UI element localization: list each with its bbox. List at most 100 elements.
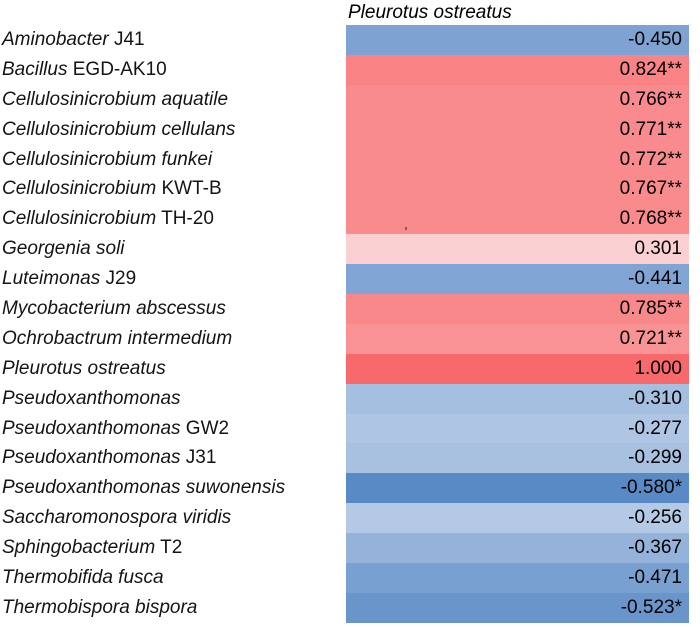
heatmap-cell: -0.523*	[346, 592, 689, 623]
column-header: Pleurotus ostreatus	[348, 2, 512, 23]
correlation-value: -0.441	[628, 268, 682, 290]
heatmap-cell: -0.299	[346, 443, 689, 474]
correlation-value: 1.000	[634, 357, 682, 379]
genus-name: Pseudoxanthomonas	[2, 417, 181, 439]
table-row: Pseudoxanthomonas -0.310	[0, 383, 700, 414]
genus-name: Cellulosinicrobium	[2, 178, 157, 200]
table-row: Pleurotus ostreatus 1.000	[0, 353, 700, 384]
correlation-heatmap: Aminobacter J41 -0.450 Bacillus EGD-AK10…	[0, 25, 700, 623]
table-row: Cellulosinicrobium funkei 0.772**	[0, 144, 700, 175]
table-row: Sphingobacterium T2 -0.367	[0, 533, 700, 564]
genus-name: Cellulosinicrobium	[2, 208, 157, 230]
genus-name: Pseudoxanthomonas	[2, 387, 181, 409]
correlation-value: 0.767**	[619, 178, 682, 200]
correlation-value: -0.256	[628, 507, 682, 529]
heatmap-cell: 0.824**	[346, 54, 689, 85]
table-row: Thermobifida fusca -0.471	[0, 563, 700, 593]
table-row: Cellulosinicrobium aquatile 0.766**	[0, 84, 700, 115]
species-label: Saccharomonospora viridis	[0, 503, 346, 533]
species-label: Georgenia soli	[0, 234, 346, 264]
correlation-value: 0.785**	[619, 297, 682, 319]
species-label: Ochrobactrum intermedium	[0, 324, 346, 354]
table-row: Ochrobactrum intermedium 0.721**	[0, 323, 700, 354]
species-label: Bacillus EGD-AK10	[0, 55, 346, 85]
species-label: Pseudoxanthomonas suwonensis	[0, 473, 346, 503]
stray-dot-artifact	[405, 227, 407, 230]
heatmap-cell: 0.772**	[346, 144, 689, 175]
heatmap-cell: 0.785**	[346, 294, 689, 324]
correlation-value: 0.768**	[619, 208, 682, 230]
table-row: Aminobacter J41 -0.450	[0, 25, 700, 55]
heatmap-cell: 0.721**	[346, 323, 689, 354]
genus-name: Cellulosinicrobium funkei	[2, 148, 213, 170]
heatmap-cell: 1.000	[346, 353, 689, 384]
table-row: Cellulosinicrobium cellulans 0.771**	[0, 114, 700, 145]
heatmap-cell: -0.310	[346, 383, 689, 414]
heatmap-cell: 0.768**	[346, 204, 689, 235]
table-row: Saccharomonospora viridis -0.256	[0, 503, 700, 534]
species-label: Aminobacter J41	[0, 25, 346, 55]
species-label: Thermobispora bispora	[0, 593, 346, 623]
species-label: Pseudoxanthomonas	[0, 384, 346, 414]
correlation-value: -0.580*	[620, 477, 682, 499]
heatmap-cell: 0.771**	[346, 114, 689, 145]
genus-name: Cellulosinicrobium aquatile	[2, 88, 229, 110]
table-row: Bacillus EGD-AK10 0.824**	[0, 54, 700, 85]
genus-name: Pseudoxanthomonas	[2, 447, 181, 469]
heatmap-cell: -0.256	[346, 503, 689, 534]
table-row: Pseudoxanthomonas GW2 -0.277	[0, 413, 700, 444]
heatmap-cell: -0.277	[346, 413, 689, 444]
table-row: Pseudoxanthomonas suwonensis -0.580*	[0, 473, 700, 504]
genus-name: Saccharomonospora viridis	[2, 507, 232, 529]
heatmap-cell: -0.367	[346, 533, 689, 564]
genus-name: Pleurotus ostreatus	[2, 357, 166, 379]
correlation-value: 0.772**	[619, 148, 682, 170]
correlation-value: 0.766**	[619, 88, 682, 110]
correlation-value: 0.771**	[619, 118, 682, 140]
species-label: Luteimonas J29	[0, 264, 346, 294]
table-row: Cellulosinicrobium KWT-B 0.767**	[0, 174, 700, 205]
heatmap-cell: -0.471	[346, 563, 689, 593]
genus-name: Cellulosinicrobium cellulans	[2, 118, 236, 140]
species-label: Sphingobacterium T2	[0, 533, 346, 563]
genus-name: Ochrobactrum intermedium	[2, 327, 233, 349]
correlation-value: -0.471	[628, 566, 682, 588]
correlation-value: 0.721**	[619, 327, 682, 349]
correlation-value: -0.277	[628, 417, 682, 439]
species-label: Pseudoxanthomonas GW2	[0, 414, 346, 444]
correlation-value: -0.310	[628, 387, 682, 409]
species-label: Mycobacterium abscessus	[0, 294, 346, 324]
table-row: Georgenia soli 0.301	[0, 234, 700, 265]
correlation-value: -0.299	[628, 447, 682, 469]
heatmap-cell: -0.450	[346, 25, 689, 55]
genus-name: Thermobispora bispora	[2, 596, 198, 618]
strain-name: J29	[100, 268, 137, 290]
strain-name: J41	[108, 28, 145, 50]
table-row: Mycobacterium abscessus 0.785**	[0, 294, 700, 324]
heatmap-cell: 0.766**	[346, 84, 689, 115]
heatmap-cell: -0.580*	[346, 473, 689, 504]
correlation-value: -0.450	[628, 28, 682, 50]
strain-name: GW2	[180, 417, 230, 439]
genus-name: Pseudoxanthomonas suwonensis	[2, 477, 286, 499]
correlation-value: -0.367	[628, 537, 682, 559]
species-label: Pleurotus ostreatus	[0, 354, 346, 384]
table-row: Cellulosinicrobium TH-20 0.768**	[0, 204, 700, 235]
species-label: Cellulosinicrobium funkei	[0, 145, 346, 175]
genus-name: Sphingobacterium	[2, 537, 156, 559]
species-label: Cellulosinicrobium KWT-B	[0, 174, 346, 204]
genus-name: Mycobacterium abscessus	[2, 297, 226, 319]
table-row: Pseudoxanthomonas J31 -0.299	[0, 443, 700, 474]
correlation-value: 0.824**	[619, 58, 682, 80]
strain-name: TH-20	[156, 208, 214, 230]
correlation-value: -0.523*	[620, 596, 682, 618]
species-label: Thermobifida fusca	[0, 563, 346, 593]
species-label: Cellulosinicrobium aquatile	[0, 85, 346, 115]
heatmap-cell: 0.301	[346, 234, 689, 265]
heatmap-cell: -0.441	[346, 264, 689, 295]
strain-name: EGD-AK10	[67, 58, 167, 80]
correlation-value: 0.301	[634, 238, 682, 260]
species-label: Cellulosinicrobium cellulans	[0, 115, 346, 145]
table-row: Thermobispora bispora -0.523*	[0, 592, 700, 623]
genus-name: Georgenia soli	[2, 238, 125, 260]
